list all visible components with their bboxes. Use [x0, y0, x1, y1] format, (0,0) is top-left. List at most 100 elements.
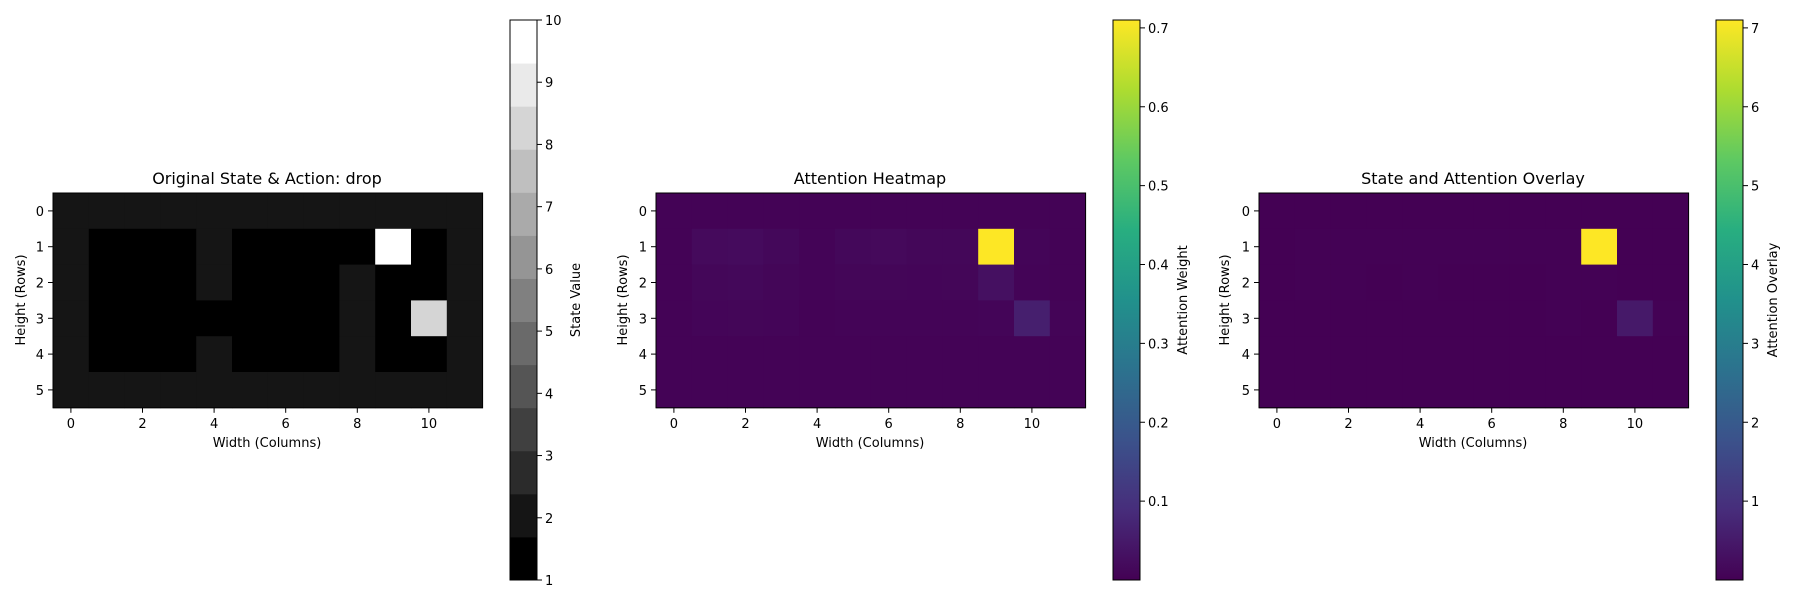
panel-original-state-colorbar: 1 2 3 4 5 6 7 8 9 10 — [509, 14, 562, 589]
heatmap-cell — [942, 264, 979, 301]
heatmap-cell — [1581, 300, 1618, 337]
heatmap-cell — [267, 264, 304, 301]
y-tick-label: 0 — [36, 205, 44, 220]
heatmap-cell — [763, 193, 800, 230]
heatmap-cell — [53, 193, 90, 230]
x-tick-label: 2 — [138, 417, 146, 432]
heatmap-cell — [656, 372, 693, 409]
x-tick-label: 6 — [282, 417, 290, 432]
heatmap-cell — [870, 372, 907, 409]
heatmap-cell — [53, 372, 90, 409]
colorbar-frame — [1715, 19, 1744, 581]
heatmap-cell — [446, 336, 483, 373]
colorbar-tick-label: 1 — [545, 574, 553, 589]
heatmap-cell — [53, 264, 90, 301]
heatmap-cell — [411, 372, 448, 409]
heatmap-cell — [1617, 336, 1654, 373]
colorbar-segment — [510, 192, 537, 236]
y-tick-label: 1 — [36, 241, 44, 256]
heatmap-cell — [1473, 336, 1510, 373]
heatmap-cell — [1366, 300, 1403, 337]
heatmap-cell — [1259, 336, 1296, 373]
colorbar-segment — [510, 235, 537, 279]
heatmap-cell — [1049, 228, 1086, 265]
colorbar-tick-label: 8 — [545, 138, 553, 153]
heatmap-cell — [1438, 228, 1475, 265]
heatmap-cell — [1473, 264, 1510, 301]
heatmap-cell — [196, 372, 233, 409]
heatmap-cell — [196, 193, 233, 230]
heatmap-cell — [978, 228, 1015, 265]
panel-attention-heatmap-axes: 0 2 4 6 8 10 0 1 2 3 4 5 — [639, 192, 1087, 432]
heatmap-cell — [656, 228, 693, 265]
heatmap-cell — [656, 193, 693, 230]
heatmap-cell — [799, 372, 836, 409]
heatmap-cell — [1049, 264, 1086, 301]
heatmap-cell — [1294, 264, 1331, 301]
heatmap-cell — [1581, 193, 1618, 230]
heatmap-cell — [267, 300, 304, 337]
y-tick-label: 0 — [1242, 205, 1250, 220]
heatmap-cell — [1330, 300, 1367, 337]
heatmap-cell — [1652, 193, 1689, 230]
panel-original-state-axes: 0 2 4 6 8 10 0 1 2 3 4 5 — [36, 192, 484, 432]
colorbar-tick-label: 4 — [545, 387, 553, 402]
heatmap-cell — [1438, 300, 1475, 337]
heatmap-cell — [1402, 228, 1439, 265]
panel-attention-heatmap-colorbar: 0.1 0.2 0.3 0.4 0.5 0.6 0.7 — [1112, 19, 1169, 581]
axes-frame — [1258, 192, 1690, 409]
heatmap-cell — [906, 336, 943, 373]
x-tick-label: 2 — [741, 417, 749, 432]
x-tick-label: 0 — [67, 417, 75, 432]
panel-overlay-title: State and Attention Overlay — [1361, 169, 1585, 188]
panel-attention-heatmap-xlabel: Width (Columns) — [816, 436, 925, 451]
colorbar-tick-label: 0.4 — [1148, 259, 1169, 274]
heatmap-cell — [1545, 336, 1582, 373]
x-tick-label: 10 — [1024, 417, 1041, 432]
y-tick-label: 2 — [639, 277, 647, 292]
colorbar-segment — [510, 321, 537, 366]
heatmap-cell — [978, 264, 1015, 301]
heatmap-cell — [1581, 264, 1618, 301]
heatmap-cell — [1366, 336, 1403, 373]
heatmap-cell — [1294, 372, 1331, 409]
heatmap-cell — [160, 228, 197, 265]
heatmap-cell — [1438, 372, 1475, 409]
heatmap-cell — [1509, 372, 1546, 409]
heatmap-cell — [763, 300, 800, 337]
heatmap-cell — [88, 264, 125, 301]
colorbar-segment — [510, 63, 537, 107]
heatmap-cell — [1545, 372, 1582, 409]
heatmap-cell — [1509, 336, 1546, 373]
axes-frame — [655, 192, 1087, 409]
heatmap-cell — [232, 264, 269, 301]
heatmap-cell — [1652, 228, 1689, 265]
colorbar-segment — [510, 536, 537, 581]
heatmap-cell — [942, 336, 979, 373]
heatmap-cell — [303, 193, 340, 230]
y-tick-label: 3 — [36, 312, 44, 327]
colorbar-tick-label: 3 — [1751, 337, 1759, 352]
heatmap-cell — [1509, 193, 1546, 230]
x-tick-label: 10 — [421, 417, 438, 432]
heatmap-cell — [727, 264, 764, 301]
heatmap-cell — [411, 300, 448, 337]
colorbar-tick-label: 9 — [545, 76, 553, 91]
heatmap-cell — [1294, 193, 1331, 230]
y-tick-label: 1 — [1242, 241, 1250, 256]
heatmap-cell — [1617, 228, 1654, 265]
heatmap-cell — [1259, 300, 1296, 337]
heatmap-cell — [1366, 264, 1403, 301]
heatmap-cell — [727, 193, 764, 230]
heatmap-cell — [375, 228, 412, 265]
heatmap-cell — [1259, 193, 1296, 230]
heatmap-cell — [870, 228, 907, 265]
heatmap-cell — [88, 336, 125, 373]
colorbar-segment — [510, 407, 537, 452]
panel-original-state-title: Original State & Action: drop — [152, 169, 382, 188]
heatmap-cell — [411, 228, 448, 265]
y-tick-label: 1 — [639, 241, 647, 256]
heatmap-cell — [763, 372, 800, 409]
heatmap-cell — [727, 372, 764, 409]
colorbar-frame — [1112, 19, 1141, 581]
